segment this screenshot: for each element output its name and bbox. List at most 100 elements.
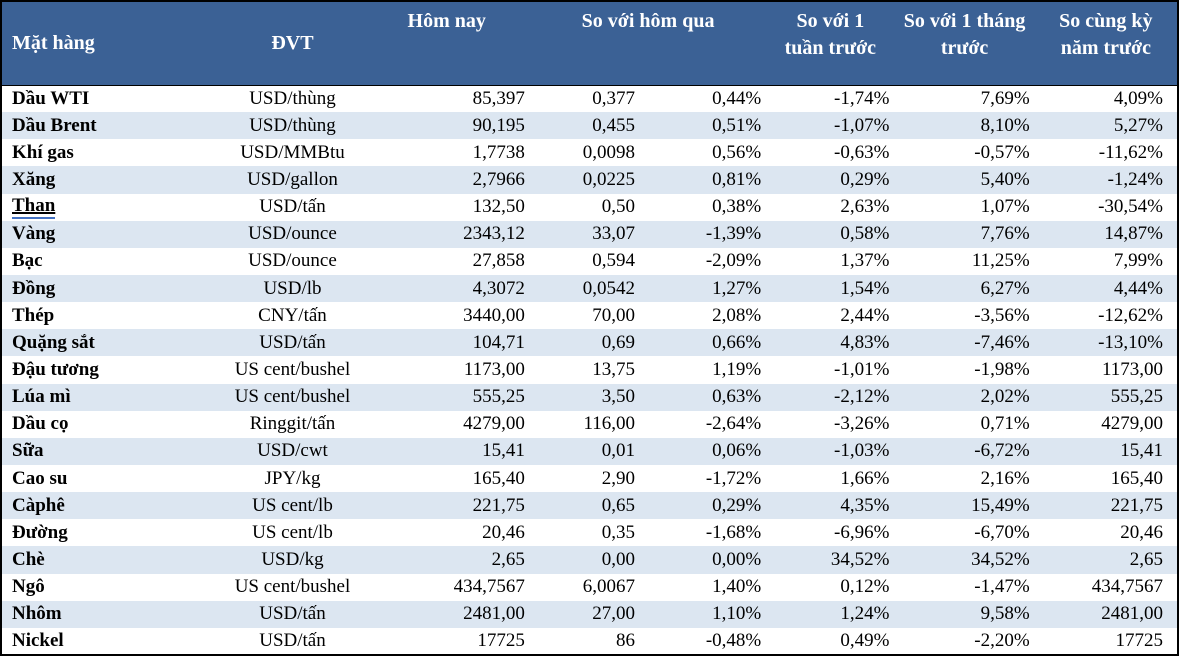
change-pct: 0,38% bbox=[712, 196, 762, 218]
vs-year-pct: 14,87% bbox=[1104, 223, 1163, 245]
col-header-vs-yesterday: So với hôm qua bbox=[529, 1, 767, 86]
vs-week-pct: 34,52% bbox=[830, 548, 890, 570]
vs-month-pct: 7,69% bbox=[980, 87, 1030, 109]
table-row: Quặng sắt USD/tấn 104,71 0,69 0,66% 4,83% -7,4… bbox=[1, 329, 1178, 357]
table-row: Vàng USD/ounce 2343,12 33,07 -1,39% 0,58% 7,76… bbox=[1, 220, 1178, 248]
today-value: 2,7966 bbox=[472, 168, 525, 190]
change-abs: 0,594 bbox=[592, 250, 636, 272]
change-pct: -1,39% bbox=[705, 223, 762, 245]
vs-year-pct: 4279,00 bbox=[1101, 413, 1163, 435]
vs-week-pct: -1,74% bbox=[834, 87, 890, 109]
vs-week-pct: -1,07% bbox=[834, 114, 890, 136]
vs-month-pct: 1,07% bbox=[980, 196, 1030, 218]
vs-week-pct: 4,83% bbox=[840, 331, 890, 353]
vs-year-pct: -13,10% bbox=[1098, 331, 1163, 353]
table-row: Nhôm USD/tấn 2481,00 27,00 1,10% 1,24% 9,58% 24… bbox=[1, 600, 1178, 628]
table-row: Sữa USD/cwt 15,41 0,01 0,06% -1,03% -6,72% 15,4… bbox=[1, 437, 1178, 465]
change-abs: 27,00 bbox=[592, 603, 636, 625]
vs-week-pct: 0,29% bbox=[840, 168, 890, 190]
today-value: 15,41 bbox=[482, 440, 525, 462]
commodity-name: Dầu WTI bbox=[12, 87, 90, 109]
change-pct: 0,63% bbox=[712, 386, 762, 408]
vs-year-pct: 165,40 bbox=[1110, 467, 1163, 489]
table-row: Đường US cent/lb 20,46 0,35 -1,68% -6,96% -6,7… bbox=[1, 519, 1178, 547]
vs-month-pct: -7,46% bbox=[974, 331, 1030, 353]
commodity-name: Bạc bbox=[12, 250, 43, 272]
change-pct: 0,06% bbox=[712, 440, 762, 462]
today-value: 4,3072 bbox=[472, 277, 525, 299]
unit: CNY/tấn bbox=[258, 304, 327, 326]
unit: JPY/kg bbox=[264, 467, 321, 489]
col-header-today: Hôm nay bbox=[363, 1, 530, 86]
vs-month-pct: -1,47% bbox=[974, 576, 1030, 598]
table-row: Chè USD/kg 2,65 0,00 0,00% 34,52% 34,52% 2,65 bbox=[1, 546, 1178, 574]
commodity-name: Nickel bbox=[12, 629, 64, 651]
vs-year-pct: 555,25 bbox=[1110, 386, 1163, 408]
change-pct: 1,10% bbox=[712, 603, 762, 625]
vs-year-pct: 4,44% bbox=[1113, 277, 1163, 299]
today-value: 90,195 bbox=[472, 114, 525, 136]
vs-month-pct: -6,70% bbox=[974, 521, 1030, 543]
vs-year-pct: 434,7567 bbox=[1091, 576, 1163, 598]
col-header-vs-year-label: So cùng kỳ năm trước bbox=[1059, 10, 1153, 59]
commodity-name: Xăng bbox=[12, 168, 56, 190]
change-abs: 6,0067 bbox=[582, 576, 636, 598]
vs-week-pct: 2,63% bbox=[840, 196, 890, 218]
unit: USD/ounce bbox=[248, 223, 337, 245]
table-row: Ngô US cent/bushel 434,7567 6,0067 1,40% 0,12… bbox=[1, 573, 1178, 601]
vs-year-pct: 7,99% bbox=[1113, 250, 1163, 272]
vs-week-pct: 4,35% bbox=[840, 494, 890, 516]
table-row: Lúa mì US cent/bushel 555,25 3,50 0,63% -2,12… bbox=[1, 383, 1178, 411]
vs-week-pct: 1,37% bbox=[840, 250, 890, 272]
change-pct: -2,64% bbox=[705, 413, 762, 435]
table-row: Nickel USD/tấn 17725 86 -0,48% 0,49% -2,20% 177… bbox=[1, 627, 1178, 655]
change-pct: -1,68% bbox=[705, 521, 762, 543]
vs-week-pct: 0,58% bbox=[840, 223, 890, 245]
vs-year-pct: 15,41 bbox=[1120, 440, 1163, 462]
col-header-vs-year: So cùng kỳ năm trước bbox=[1034, 1, 1178, 86]
vs-month-pct: -0,57% bbox=[974, 141, 1030, 163]
commodity-link[interactable]: Than bbox=[12, 196, 56, 220]
header-row: Mặt hàng ĐVT Hôm nay So với hôm qua So v… bbox=[1, 1, 1178, 86]
unit: US cent/bushel bbox=[234, 576, 351, 598]
table-row: Càphê US cent/lb 221,75 0,65 0,29% 4,35% 15,49… bbox=[1, 492, 1178, 520]
vs-week-pct: 1,66% bbox=[840, 467, 890, 489]
today-value: 221,75 bbox=[472, 494, 525, 516]
change-abs: 70,00 bbox=[592, 304, 636, 326]
commodity-name: Chè bbox=[12, 548, 45, 570]
col-header-unit: ĐVT bbox=[221, 1, 364, 86]
today-value: 2343,12 bbox=[463, 223, 525, 245]
vs-year-pct: -1,24% bbox=[1107, 168, 1163, 190]
today-value: 165,40 bbox=[472, 467, 525, 489]
vs-month-pct: 2,16% bbox=[980, 467, 1030, 489]
commodity-name: Dầu Brent bbox=[12, 114, 97, 136]
col-header-vs-week-label: So với 1 tuần trước bbox=[784, 10, 877, 59]
unit: USD/thùng bbox=[249, 87, 336, 109]
today-value: 2,65 bbox=[491, 548, 525, 570]
commodity-name: Ngô bbox=[12, 576, 45, 598]
today-value: 555,25 bbox=[472, 386, 525, 408]
vs-week-pct: -0,63% bbox=[834, 141, 890, 163]
unit: USD/ounce bbox=[248, 250, 337, 272]
vs-month-pct: 15,49% bbox=[971, 494, 1030, 516]
vs-month-pct: 34,52% bbox=[971, 548, 1030, 570]
table-row: Khí gas USD/MMBtu 1,7738 0,0098 0,56% -0,63% -… bbox=[1, 139, 1178, 167]
commodity-name: Khí gas bbox=[12, 141, 74, 163]
vs-week-pct: -6,96% bbox=[834, 521, 890, 543]
vs-month-pct: 7,76% bbox=[980, 223, 1030, 245]
change-pct: 0,81% bbox=[712, 168, 762, 190]
today-value: 132,50 bbox=[472, 196, 525, 218]
col-header-commodity: Mặt hàng bbox=[1, 1, 222, 86]
unit: USD/cwt bbox=[257, 440, 328, 462]
table-row: Dầu cọ Ringgit/tấn 4279,00 116,00 -2,64% -3,2… bbox=[1, 410, 1178, 438]
vs-month-pct: 2,02% bbox=[980, 386, 1030, 408]
vs-year-pct: -12,62% bbox=[1098, 304, 1163, 326]
change-pct: 0,00% bbox=[712, 548, 762, 570]
unit: US cent/lb bbox=[252, 521, 333, 543]
change-abs: 3,50 bbox=[601, 386, 636, 408]
today-value: 1,7738 bbox=[472, 141, 525, 163]
today-value: 2481,00 bbox=[463, 603, 525, 625]
today-value: 85,397 bbox=[472, 87, 525, 109]
unit: USD/MMBtu bbox=[240, 141, 345, 163]
